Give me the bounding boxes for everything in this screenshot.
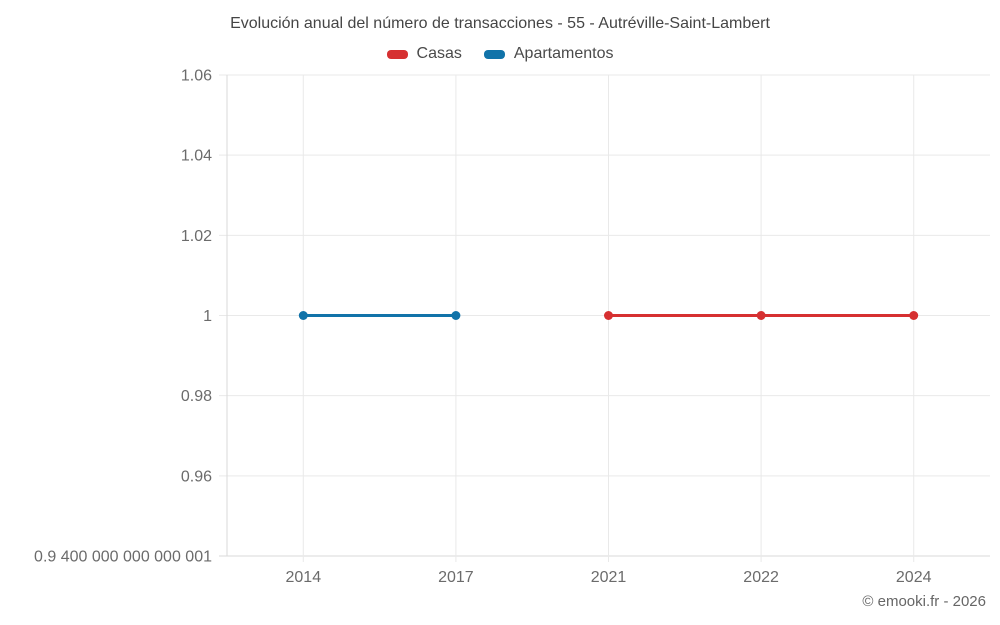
legend-label-apartamentos: Apartamentos [513,45,614,62]
x-tick-label: 2017 [438,569,474,586]
x-tick-label: 2014 [286,569,322,586]
copyright-footer: © emooki.fr - 2026 [862,593,986,610]
chart-legend: Casas Apartamentos [0,45,1000,63]
y-tick-label: 0.96 [181,468,212,485]
chart-title: Evolución anual del número de transaccio… [230,15,770,32]
x-tick-label: 2021 [591,569,627,586]
y-tick-label: 1.04 [181,148,212,165]
apartamentos-color-swatch [483,49,505,59]
y-tick-label: 0.9 400 000 000 000 001 [34,549,212,566]
legend-item-casas[interactable]: Casas [386,45,462,63]
data-point-apartamentos[interactable] [298,311,308,320]
casas-color-swatch [386,49,408,59]
data-point-apartamentos[interactable] [451,311,461,320]
data-point-casas[interactable] [909,311,919,320]
legend-label-casas: Casas [416,45,462,62]
y-tick-label: 1.06 [181,68,212,85]
y-tick-label: 1 [203,308,212,325]
y-tick-label: 0.98 [181,388,212,405]
x-tick-label: 2024 [896,569,932,586]
legend-item-apartamentos[interactable]: Apartamentos [483,45,614,63]
data-point-casas[interactable] [604,311,613,320]
data-point-casas[interactable] [756,311,766,320]
y-tick-label: 1.02 [181,228,212,245]
x-tick-label: 2022 [743,569,779,586]
